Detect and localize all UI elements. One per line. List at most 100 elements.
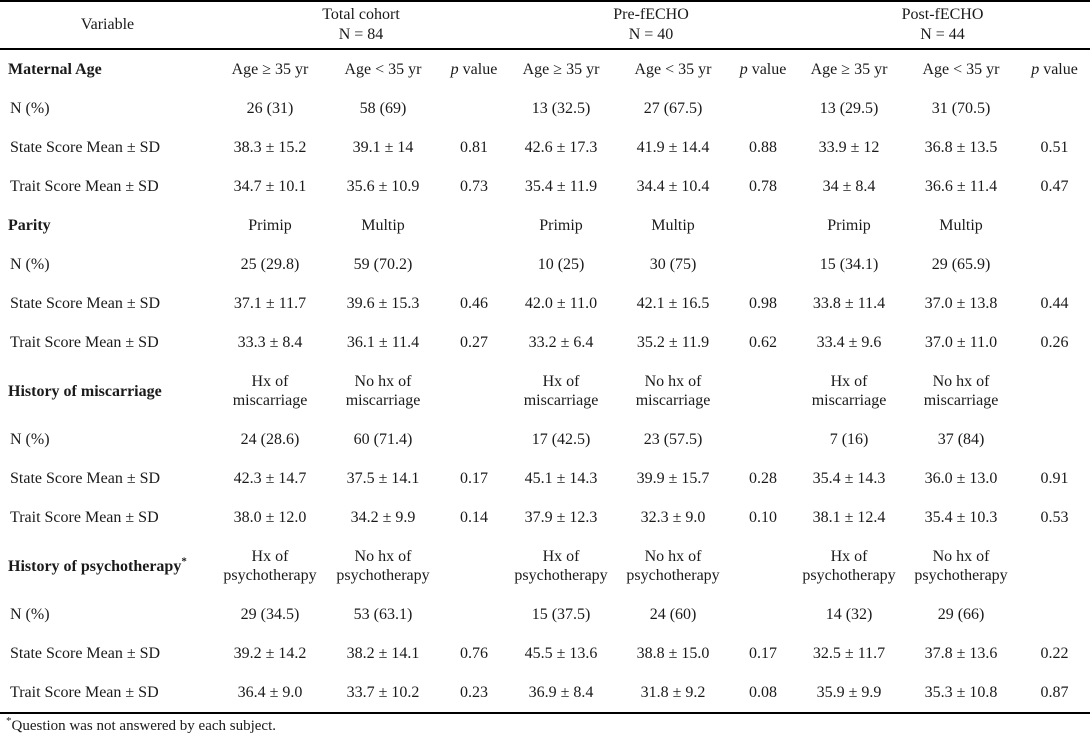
p-value-cell: 0.98: [749, 295, 778, 312]
p-value-label: [441, 537, 507, 595]
subgroup-label: Hx of psychotherapy: [223, 548, 317, 584]
value-cell: 35.2 ± 11.9: [636, 334, 710, 351]
row-label: Trait Score Mean ± SD: [10, 178, 159, 195]
value-cell: 37.5 ± 14.1: [346, 470, 420, 487]
p-value-cell: 0.76: [460, 645, 488, 662]
value-cell: 33.9 ± 12: [818, 139, 880, 156]
p-value-label: [441, 206, 507, 245]
p-value-label: [731, 206, 795, 245]
p-value-label: [1019, 362, 1090, 420]
table-row: N (%) 25 (29.8) 59 (70.2) 10 (25) 30 (75) 15 …: [0, 245, 1090, 284]
p-value-cell: 0.87: [1040, 684, 1069, 701]
value-cell: 38.3 ± 15.2: [233, 139, 307, 156]
p-value-cell: [1019, 595, 1090, 634]
table-row: State Score Mean ± SD 37.1 ± 11.7 39.6 ± 1…: [0, 284, 1090, 323]
value-cell: 37.8 ± 13.6: [924, 645, 998, 662]
group-n: N = 44: [920, 26, 965, 43]
value-cell: 37.9 ± 12.3: [524, 509, 598, 526]
value-cell: 39.2 ± 14.2: [233, 645, 307, 662]
value-cell: 35.6 ± 10.9: [346, 178, 420, 195]
value-cell: 37.0 ± 11.0: [924, 334, 998, 351]
p-value-cell: [731, 89, 795, 128]
group-title: Pre-fECHO: [613, 6, 689, 23]
value-cell: 29 (66): [937, 606, 985, 623]
p-value-label: [1019, 206, 1090, 245]
value-cell: 32.5 ± 11.7: [812, 645, 886, 662]
p-label-italic: p: [450, 61, 459, 78]
value-cell: 37.0 ± 13.8: [924, 295, 998, 312]
p-value-cell: [441, 245, 507, 284]
table-body: Maternal Age Age ≥ 35 yr Age < 35 yr p valu…: [0, 49, 1090, 713]
section-header-row: Parity Primip Multip Primip Multip Primip Mult…: [0, 206, 1090, 245]
subgroup-label: Primip: [827, 217, 871, 234]
variable-column-header: Variable: [80, 16, 135, 33]
table-row: Trait Score Mean ± SD 33.3 ± 8.4 36.1 ± 11…: [0, 323, 1090, 362]
subgroup-label: Age < 35 yr: [922, 61, 1000, 78]
value-cell: 59 (70.2): [353, 256, 413, 273]
table-header: Variable Total cohort N = 84 Pre-fECHO N…: [0, 1, 1090, 49]
p-value-cell: 0.17: [749, 645, 778, 662]
p-value-cell: [731, 595, 795, 634]
value-cell: 34.7 ± 10.1: [233, 178, 307, 195]
p-value-cell: 0.27: [460, 334, 488, 351]
table-row: N (%) 26 (31) 58 (69) 13 (32.5) 27 (67.5) 13 …: [0, 89, 1090, 128]
subgroup-label: Age ≥ 35 yr: [231, 61, 309, 78]
value-cell: 29 (34.5): [240, 606, 300, 623]
section-header-row: Maternal Age Age ≥ 35 yr Age < 35 yr p valu…: [0, 49, 1090, 89]
row-label: Trait Score Mean ± SD: [10, 334, 159, 351]
value-cell: 33.7 ± 10.2: [346, 684, 420, 701]
value-cell: 31.8 ± 9.2: [640, 684, 706, 701]
value-cell: 14 (32): [825, 606, 873, 623]
table-row: Trait Score Mean ± SD 36.4 ± 9.0 33.7 ± 10…: [0, 673, 1090, 713]
subgroup-label: Multip: [651, 217, 695, 234]
value-cell: 34 ± 8.4: [822, 178, 876, 195]
value-cell: 36.0 ± 13.0: [924, 470, 998, 487]
section-title-cell: History of miscarriage: [0, 362, 215, 420]
p-label-text: value: [1039, 61, 1078, 78]
group-n: N = 40: [628, 26, 674, 43]
subgroup-label: No hx of psychotherapy: [914, 548, 1008, 584]
value-cell: 45.5 ± 13.6: [524, 645, 598, 662]
subgroup-label: Primip: [248, 217, 292, 234]
subgroup-label: Primip: [539, 217, 583, 234]
subgroup-label: Multip: [361, 217, 405, 234]
table-row: Trait Score Mean ± SD 34.7 ± 10.1 35.6 ± 1…: [0, 167, 1090, 206]
p-value-cell: [441, 420, 507, 459]
p-value-label: p value: [1019, 49, 1090, 89]
subgroup-label: Hx of miscarriage: [811, 373, 887, 409]
value-cell: 39.9 ± 15.7: [636, 470, 710, 487]
subgroup-label: Age ≥ 35 yr: [810, 61, 888, 78]
row-label: N (%): [10, 606, 50, 623]
subgroup-label: No hx of miscarriage: [923, 373, 999, 409]
value-cell: 42.1 ± 16.5: [636, 295, 710, 312]
table-row: State Score Mean ± SD 42.3 ± 14.7 37.5 ± 1…: [0, 459, 1090, 498]
value-cell: 36.1 ± 11.4: [346, 334, 420, 351]
subgroup-label: Age < 35 yr: [344, 61, 422, 78]
value-cell: 45.1 ± 14.3: [524, 470, 598, 487]
row-label: Trait Score Mean ± SD: [10, 684, 159, 701]
value-cell: 13 (32.5): [531, 100, 591, 117]
value-cell: 31 (70.5): [931, 100, 991, 117]
value-cell: 30 (75): [649, 256, 697, 273]
value-cell: 37 (84): [937, 431, 985, 448]
footnote-text: Question was not answered by each subjec…: [11, 718, 277, 734]
p-value-label: [1019, 537, 1090, 595]
value-cell: 35.3 ± 10.8: [924, 684, 998, 701]
group-header-pre-fecho: Pre-fECHO N = 40: [507, 1, 795, 49]
value-cell: 60 (71.4): [353, 431, 413, 448]
value-cell: 15 (34.1): [819, 256, 879, 273]
value-cell: 35.4 ± 10.3: [924, 509, 998, 526]
section-title-text: Maternal Age: [8, 61, 102, 78]
p-value-cell: [731, 420, 795, 459]
p-value-cell: 0.08: [749, 684, 778, 701]
p-value-cell: [441, 595, 507, 634]
value-cell: 33.3 ± 8.4: [237, 334, 303, 351]
section-title-text: History of miscarriage: [8, 382, 162, 400]
subgroup-label: No hx of psychotherapy: [336, 548, 430, 584]
value-cell: 42.0 ± 11.0: [524, 295, 598, 312]
subgroup-label: Hx of miscarriage: [232, 373, 308, 409]
p-value-cell: 0.91: [1040, 470, 1069, 487]
subgroup-label: Multip: [939, 217, 983, 234]
subgroup-label: Age ≥ 35 yr: [522, 61, 600, 78]
p-value-label: p value: [731, 49, 795, 89]
